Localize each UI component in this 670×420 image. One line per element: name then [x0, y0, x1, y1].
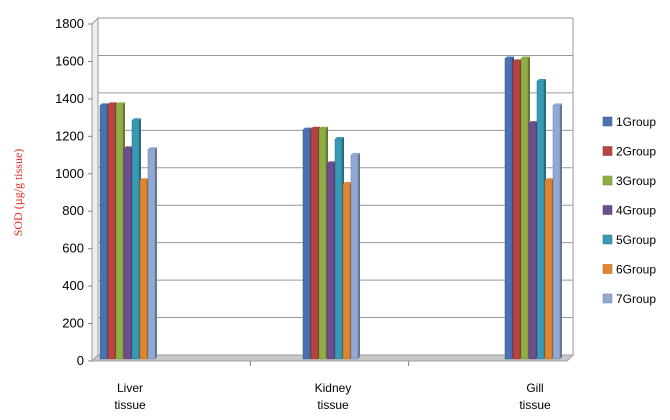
- bar-6Group-2: [544, 179, 553, 360]
- legend-label-6Group: 6Group: [616, 263, 656, 277]
- bar-top-4Group-1: [327, 161, 336, 164]
- legend-swatch-1Group: [602, 116, 613, 127]
- bar-1Group-0: [99, 105, 108, 360]
- bar-1Group-2: [504, 58, 513, 360]
- bar-top-1Group-1: [303, 127, 312, 130]
- legend-label-4Group: 4Group: [616, 204, 656, 218]
- bar-7Group-1: [350, 154, 359, 360]
- bar-top-3Group-2: [521, 56, 530, 59]
- y-tick-label: 1200: [55, 128, 84, 143]
- bar-4Group-1: [326, 163, 335, 360]
- x-category-label: Liver: [117, 381, 143, 395]
- legend-label-7Group: 7Group: [616, 292, 656, 306]
- y-tick-label: 400: [62, 278, 84, 293]
- legend-label-5Group: 5Group: [616, 233, 656, 247]
- legend-swatch-5Group: [602, 234, 613, 245]
- bar-top-4Group-0: [124, 146, 133, 149]
- bar-top-7Group-2: [553, 103, 562, 106]
- bar-3Group-1: [318, 128, 327, 360]
- x-category-label: Kidney: [315, 381, 352, 395]
- bar-7Group-2: [552, 105, 561, 360]
- bar-top-6Group-0: [140, 178, 149, 181]
- bar-top-6Group-2: [545, 178, 554, 181]
- bar-top-3Group-0: [116, 102, 125, 105]
- y-tick-label: 1600: [55, 53, 84, 68]
- legend-swatch-3Group: [602, 175, 613, 186]
- legend-swatch-6Group: [602, 264, 613, 274]
- bar-2Group-1: [310, 128, 319, 360]
- bar-top-5Group-0: [132, 118, 141, 121]
- y-tick-label: 0: [77, 353, 84, 368]
- bar-top-5Group-2: [537, 78, 546, 81]
- legend-label-2Group: 2Group: [616, 145, 656, 159]
- bar-4Group-0: [123, 148, 132, 360]
- bar-top-5Group-1: [335, 137, 344, 140]
- chart-side-wall: [91, 16, 99, 363]
- bar-1Group-1: [302, 129, 311, 360]
- y-tick-label: 600: [62, 241, 84, 256]
- bar-top-7Group-0: [148, 147, 157, 150]
- bar-top-7Group-1: [351, 152, 360, 155]
- x-category-label: tissue: [519, 398, 551, 412]
- legend-label-1Group: 1Group: [616, 115, 656, 129]
- y-tick-label: 1400: [55, 91, 84, 106]
- bar-4Group-2: [528, 122, 537, 360]
- bar-5Group-0: [131, 120, 140, 360]
- bar-side-7Group-1: [358, 152, 360, 359]
- bar-top-2Group-2: [513, 59, 522, 62]
- bar-top-4Group-2: [529, 121, 538, 124]
- legend-label-3Group: 3Group: [616, 174, 656, 188]
- bar-5Group-2: [536, 80, 545, 360]
- bar-2Group-0: [107, 104, 116, 360]
- legend-swatch-2Group: [602, 146, 613, 156]
- y-tick-label: 1000: [55, 166, 84, 181]
- bar-top-1Group-0: [100, 103, 109, 106]
- bar-3Group-2: [520, 58, 529, 360]
- x-category-label: Gill: [526, 381, 543, 395]
- bar-side-7Group-2: [560, 103, 562, 359]
- legend-swatch-7Group: [602, 293, 613, 304]
- bar-top-6Group-1: [343, 181, 352, 184]
- y-tick-label: 200: [62, 316, 84, 331]
- bar-2Group-2: [512, 61, 521, 360]
- y-axis-label: SOD (µg/g tissue): [11, 149, 25, 237]
- bar-6Group-1: [342, 183, 351, 360]
- bar-top-3Group-1: [319, 126, 328, 129]
- bar-5Group-1: [334, 138, 343, 360]
- y-tick-label: 1800: [55, 16, 84, 31]
- y-tick-label: 800: [62, 203, 84, 218]
- legend-swatch-4Group: [602, 205, 613, 215]
- bar-top-2Group-1: [311, 126, 320, 129]
- bar-side-7Group-0: [155, 147, 157, 359]
- bar-top-2Group-0: [108, 102, 117, 105]
- bar-6Group-0: [139, 179, 148, 360]
- bar-7Group-0: [147, 149, 156, 360]
- x-category-label: tissue: [114, 398, 146, 412]
- bar-top-1Group-2: [505, 56, 514, 59]
- bar-3Group-0: [115, 104, 124, 360]
- x-category-label: tissue: [317, 398, 349, 412]
